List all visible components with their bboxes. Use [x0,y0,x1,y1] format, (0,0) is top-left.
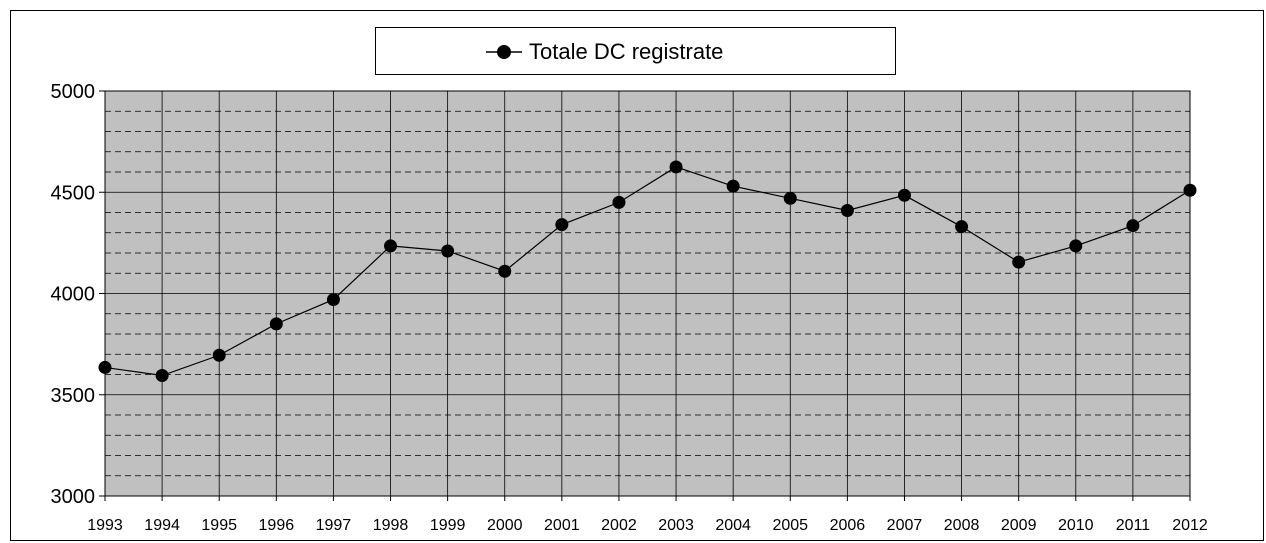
y-tick-label: 3500 [51,385,96,407]
data-point [498,264,512,278]
axes: 3000 3500 4000 4500 5000 1993 1994 1995 1996 1997… [51,81,1208,534]
y-tick-label: 4500 [51,182,96,204]
x-tick-label: 1996 [259,517,295,534]
x-tick-label: 2012 [1172,517,1208,534]
data-point [1012,255,1026,269]
data-point [555,218,569,232]
data-point [212,348,226,362]
x-tick-label: 1997 [316,517,352,534]
series-totale-dc-registrate [98,160,1197,383]
data-point [441,244,455,258]
data-point [326,293,340,307]
data-point [955,220,969,234]
legend-line-marker-icon [486,45,522,59]
data-point [783,191,797,205]
x-tick-label: 1999 [430,517,466,534]
x-tick-label: 1994 [144,517,180,534]
x-tick-label: 2000 [487,517,523,534]
x-tick-label: 2008 [944,517,980,534]
grid-lines [104,90,1191,497]
x-tick-label: 2010 [1058,517,1094,534]
x-tick-label: 2007 [887,517,923,534]
x-tick-label: 2002 [601,517,637,534]
x-tick-label: 2003 [658,517,694,534]
x-tick-label: 2006 [830,517,866,534]
data-point [98,360,112,374]
x-tick-label: 2011 [1116,517,1151,534]
y-tick-label: 5000 [51,81,96,103]
series-line [104,166,1191,377]
data-point [269,317,283,331]
data-point [384,239,398,253]
legend-label: Totale DC registrate [529,39,724,64]
x-tick-label: 2001 [544,517,580,534]
x-tick-label: 2009 [1001,517,1037,534]
data-point [1126,219,1140,233]
data-point [726,179,740,193]
data-point [840,203,854,217]
x-tick-label: 1993 [87,517,123,534]
data-point [897,188,911,202]
data-point [155,369,169,383]
data-point [1069,239,1083,253]
data-point [669,160,683,174]
data-point [1183,183,1197,197]
legend: Totale DC registrate [375,27,896,75]
data-point [612,195,626,209]
x-tick-label: 2005 [772,517,808,534]
x-tick-label: 1995 [201,517,237,534]
y-tick-label: 4000 [51,284,96,306]
y-tick-label: 3000 [51,486,96,508]
x-tick-label: 2004 [715,517,751,534]
x-tick-label: 1998 [373,517,409,534]
